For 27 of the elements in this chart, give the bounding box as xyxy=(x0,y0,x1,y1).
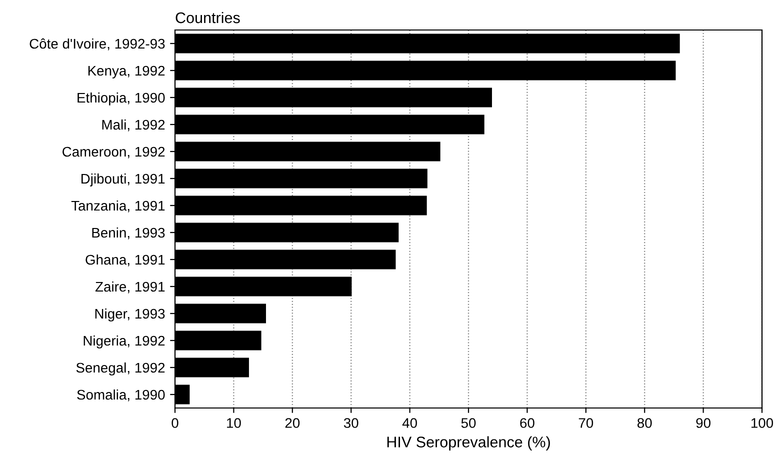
x-tick-label: 0 xyxy=(172,418,178,428)
x-tick-label: 30 xyxy=(344,418,358,428)
x-tick-label: 20 xyxy=(285,418,300,428)
y-tick-label: Ethiopia, 1990 xyxy=(78,92,165,106)
y-tick-label: Niger, 1993 xyxy=(95,308,165,322)
x-tick-label: 90 xyxy=(696,418,710,428)
x-tick-label: 60 xyxy=(520,418,534,428)
y-tick-label: Djibouti, 1991 xyxy=(81,173,165,186)
y-tick-label: Somalia, 1990 xyxy=(77,389,165,402)
x-tick-label: 50 xyxy=(461,418,476,428)
y-tick-label: Mali, 1992 xyxy=(102,119,165,132)
y-tick-label: Ghana, 1991 xyxy=(86,254,165,266)
y-tick-label: Cameroon, 1992 xyxy=(62,146,165,158)
y-axis-title: Countries xyxy=(176,12,240,24)
y-tick-label: Senegal, 1992 xyxy=(76,362,165,376)
x-axis-title: HIV Seroprevalence (%) xyxy=(387,436,550,450)
x-tick-label: 70 xyxy=(578,418,594,428)
x-tick-label: 100 xyxy=(751,418,774,428)
x-tick-label: 40 xyxy=(402,418,417,428)
x-tick-label: 10 xyxy=(227,418,241,428)
y-tick-label: Zaire, 1991 xyxy=(95,281,165,294)
y-tick-label: Nigeria, 1992 xyxy=(84,335,165,348)
y-tick-label: Côte d'Ivoire, 1992-93 xyxy=(30,38,165,50)
y-tick-label: Tanzania, 1991 xyxy=(71,200,165,212)
x-tick-label: 80 xyxy=(637,418,652,428)
y-tick-label: Kenya, 1992 xyxy=(88,66,165,78)
y-tick-label: Benin, 1993 xyxy=(92,227,165,240)
